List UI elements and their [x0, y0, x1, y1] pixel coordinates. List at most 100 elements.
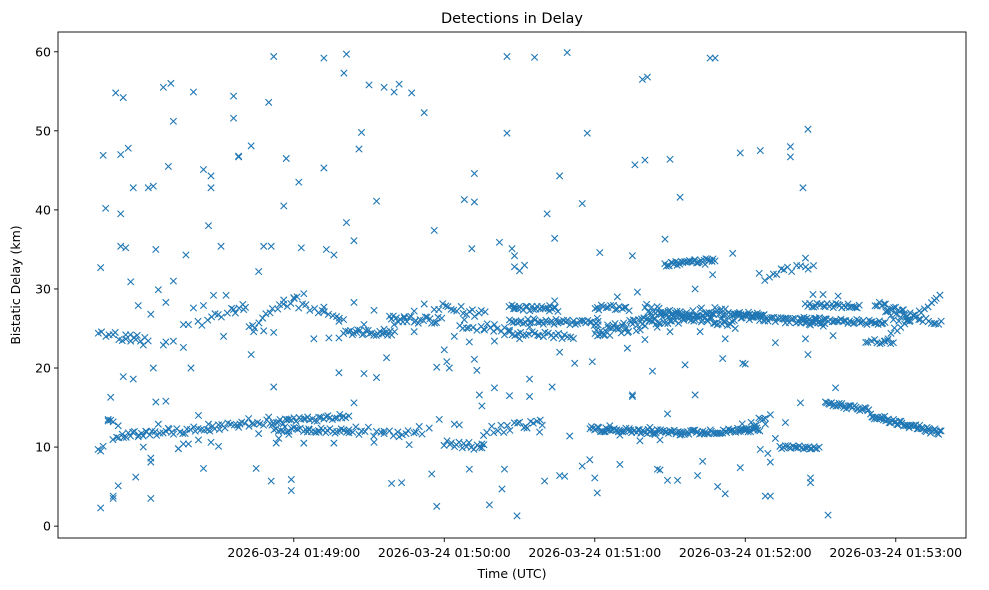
detection-marker [391, 328, 399, 336]
detection-marker [731, 324, 739, 333]
detection-marker [189, 304, 198, 312]
detection-marker [681, 361, 689, 369]
detection-marker [174, 445, 182, 453]
detection-marker [189, 88, 198, 96]
detection-marker [646, 423, 654, 431]
detection-marker [457, 302, 465, 311]
detection-marker [490, 337, 499, 345]
detection-marker [404, 427, 412, 435]
detection-marker [834, 292, 842, 300]
detection-marker [194, 411, 203, 420]
detection-marker [738, 420, 746, 428]
detection-marker [285, 415, 293, 423]
detection-marker [154, 286, 162, 294]
y-tick-label: 20 [35, 361, 51, 376]
detection-marker [569, 317, 578, 325]
x-tick-label: 2026-03-24 01:49:00 [227, 545, 360, 560]
detection-marker [350, 237, 358, 245]
detection-marker [525, 323, 534, 331]
detection-marker [771, 339, 779, 347]
detection-marker [267, 477, 275, 485]
detection-marker [638, 75, 647, 84]
detection-marker [536, 428, 544, 436]
detection-marker [643, 73, 652, 81]
detection-marker [593, 314, 601, 322]
detection-marker [556, 348, 564, 356]
detection-marker [465, 465, 473, 473]
detection-marker [796, 399, 805, 407]
detection-marker [488, 422, 496, 430]
detection-marker [403, 318, 411, 326]
detection-marker [535, 332, 543, 340]
y-tick-label: 50 [35, 123, 51, 138]
detection-marker [435, 415, 443, 423]
detection-marker [543, 318, 551, 326]
detection-marker [890, 304, 898, 312]
detection-marker [741, 426, 749, 434]
detection-marker [771, 318, 779, 326]
detection-marker [194, 436, 203, 444]
detection-marker [578, 462, 586, 470]
detection-marker [355, 430, 363, 439]
detection-marker [516, 328, 525, 336]
x-tick-label: 2026-03-24 01:51:00 [528, 545, 661, 560]
detection-marker [221, 424, 229, 432]
detection-marker [786, 153, 795, 161]
y-tick-label: 0 [43, 519, 51, 534]
detection-marker [231, 309, 239, 317]
detection-marker [325, 334, 333, 342]
detection-marker [270, 383, 278, 391]
detection-marker [859, 405, 867, 413]
detection-marker [129, 375, 137, 383]
detection-marker [743, 426, 751, 434]
detection-marker [871, 336, 879, 344]
detection-marker [473, 366, 481, 374]
detection-marker [280, 296, 288, 304]
detection-marker [511, 305, 519, 313]
detection-marker [287, 486, 295, 495]
detection-marker [633, 288, 642, 296]
detection-marker [470, 445, 478, 453]
detection-marker [704, 317, 712, 325]
x-axis-ticks: 2026-03-24 01:49:00 2026-03-24 01:50:00 20… [227, 538, 962, 560]
detection-marker [366, 330, 374, 338]
detection-marker [832, 300, 840, 308]
detection-marker [661, 235, 669, 243]
y-tick-label: 60 [35, 44, 51, 59]
detection-marker [569, 334, 577, 343]
detection-marker [370, 331, 378, 339]
detection-marker [315, 413, 323, 421]
detection-marker [127, 278, 135, 286]
detection-marker [378, 330, 386, 338]
detection-marker [310, 335, 318, 343]
detection-marker [673, 476, 682, 484]
detection-marker [809, 290, 817, 299]
detection-marker [438, 314, 446, 322]
detection-marker [469, 323, 477, 332]
detection-marker [204, 420, 213, 428]
detection-marker [370, 306, 378, 314]
detection-marker [206, 427, 214, 435]
detection-marker [395, 433, 403, 441]
detection-marker [548, 383, 556, 391]
detection-marker [483, 428, 491, 437]
detection-marker [915, 315, 923, 324]
detection-marker [306, 306, 314, 315]
detection-marker [747, 428, 755, 436]
detection-marker [889, 339, 897, 347]
detection-marker [330, 251, 338, 259]
detection-marker [586, 456, 594, 464]
detection-marker [543, 210, 551, 218]
detection-marker [692, 312, 700, 320]
detection-marker [513, 512, 521, 520]
detection-marker [382, 354, 391, 362]
detection-marker [395, 80, 403, 88]
detection-marker [156, 429, 164, 437]
detection-marker [909, 311, 917, 319]
detection-marker [207, 172, 215, 180]
detection-marker [169, 337, 177, 345]
detection-marker [380, 427, 388, 435]
detection-marker [778, 444, 786, 453]
detection-marker [250, 420, 258, 428]
detection-marker [503, 52, 511, 61]
